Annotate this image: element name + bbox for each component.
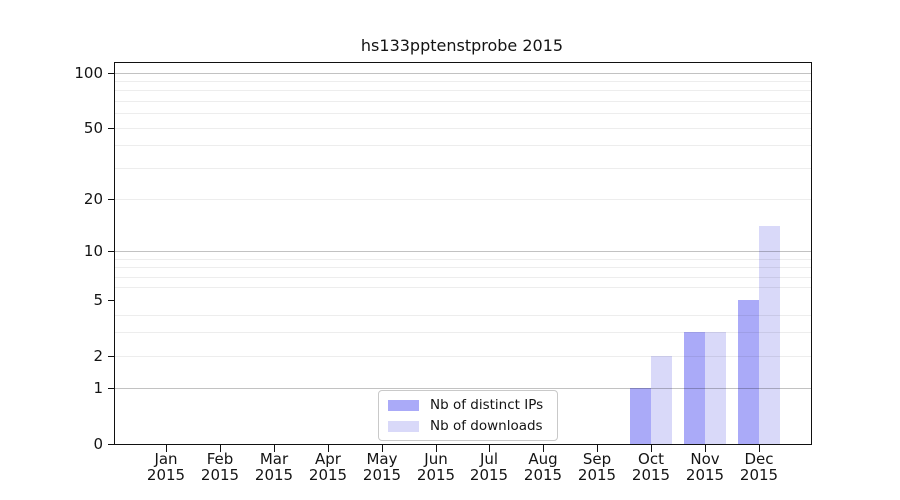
x-tick-label-jan: Jan 2015 [126,451,206,483]
year-label: 2015 [469,466,509,484]
legend-row-downloads: Nb of downloads [388,418,543,434]
y-tick-label: 10 [83,242,103,260]
x-tick-label-nov: Nov 2015 [665,451,745,483]
bar-dec-distinct-ips [738,300,759,444]
legend-row-distinct-ips: Nb of distinct IPs [388,397,543,413]
year-label: 2015 [577,466,617,484]
x-tick-mark [597,445,598,452]
month-label: Apr [315,450,341,468]
month-label: Oct [638,450,664,468]
gridline-minor [115,113,811,114]
bar-nov-distinct-ips [684,332,705,444]
gridline-major [115,73,811,74]
y-tick-mark [108,444,114,445]
y-tick-label: 2 [93,347,103,365]
x-tick-mark [274,445,275,452]
month-label: Nov [690,450,720,468]
y-tick-mark [108,73,114,74]
y-tick-mark [108,251,114,252]
y-tick-mark [108,199,114,200]
year-label: 2015 [200,466,240,484]
gridline-minor [115,199,811,200]
year-label: 2015 [362,466,402,484]
month-label: Sep [582,450,612,468]
y-tick-mark [108,356,114,357]
legend: Nb of distinct IPs Nb of downloads [378,390,559,441]
gridline-minor [115,287,811,288]
year-label: 2015 [416,466,456,484]
month-label: Feb [206,450,234,468]
gridline-minor [115,81,811,82]
gridline-minor [115,128,811,129]
x-tick-label-may: May 2015 [342,451,422,483]
x-tick-label-sep: Sep 2015 [557,451,637,483]
bar-oct-downloads [651,356,672,444]
gridline-major [115,388,811,389]
month-label: Aug [528,450,558,468]
x-tick-label-apr: Apr 2015 [288,451,368,483]
year-label: 2015 [146,466,186,484]
year-label: 2015 [631,466,671,484]
year-label: 2015 [739,466,779,484]
x-tick-mark [705,445,706,452]
chart-title: hs133pptenstprobe 2015 [360,36,564,55]
x-tick-label-jun: Jun 2015 [396,451,476,483]
y-tick-label: 50 [83,119,103,137]
bar-dec-downloads [759,226,780,444]
month-label: Jul [479,450,499,468]
x-tick-label-dec: Dec 2015 [719,451,799,483]
x-tick-mark [489,445,490,452]
legend-label-downloads: Nb of downloads [430,418,543,434]
bar-nov-downloads [705,332,726,444]
gridline-minor [115,145,811,146]
x-tick-mark [382,445,383,452]
gridline-minor [115,101,811,102]
y-tick-mark [108,300,114,301]
x-tick-mark [543,445,544,452]
x-tick-mark [759,445,760,452]
y-tick-label: 20 [83,190,103,208]
x-tick-label-feb: Feb 2015 [180,451,260,483]
y-tick-label: 5 [93,291,103,309]
year-label: 2015 [308,466,348,484]
month-label: Dec [744,450,774,468]
gridline-major [115,251,811,252]
x-tick-mark [220,445,221,452]
legend-swatch-downloads [388,420,419,432]
gridline-minor [115,168,811,169]
gridline-minor [115,259,811,260]
x-tick-mark [328,445,329,452]
plot-area: 0 1 2 5 10 20 50 100 Jan 2015 Feb 2015 Mar 2015 Apr 201… [74,62,812,483]
x-tick-label-aug: Aug 2015 [503,451,583,483]
year-label: 2015 [254,466,294,484]
y-tick-label: 0 [93,435,103,453]
y-tick-label: 1 [93,379,103,397]
month-label: Jan [154,450,178,468]
y-tick-mark [108,128,114,129]
bar-oct-distinct-ips [630,388,651,444]
year-label: 2015 [685,466,725,484]
month-label: Jun [424,450,448,468]
y-tick-mark [108,388,114,389]
x-tick-label-mar: Mar 2015 [234,451,314,483]
x-tick-mark [436,445,437,452]
month-label: Mar [259,450,289,468]
legend-swatch-distinct-ips [388,399,419,411]
legend-label-distinct-ips: Nb of distinct IPs [430,397,544,413]
month-label: May [366,450,398,468]
year-label: 2015 [523,466,563,484]
gridline-minor [115,332,811,333]
gridline-minor [115,356,811,357]
gridline-minor [115,90,811,91]
x-tick-mark [166,445,167,452]
x-tick-label-jul: Jul 2015 [449,451,529,483]
gridline-minor [115,315,811,316]
gridline-minor [115,267,811,268]
x-tick-mark [651,445,652,452]
x-tick-label-oct: Oct 2015 [611,451,691,483]
y-tick-label: 100 [74,64,103,82]
gridline-minor [115,277,811,278]
